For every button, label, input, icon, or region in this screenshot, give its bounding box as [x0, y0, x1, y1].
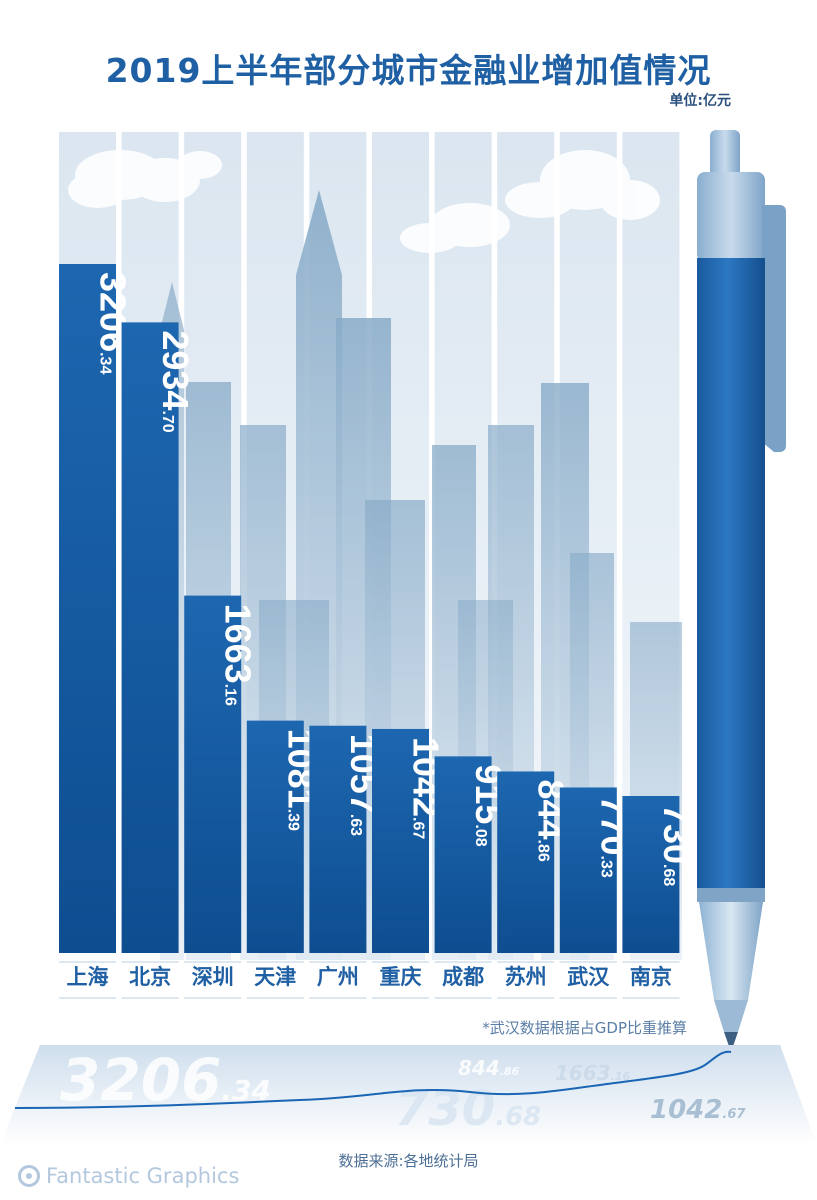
- separator-top: [309, 961, 367, 963]
- data-source: 数据来源:各地统计局: [338, 1152, 479, 1170]
- value-integer: 2934: [155, 330, 196, 410]
- x-tick-label: 北京: [129, 965, 171, 989]
- separator-bottom: [121, 997, 179, 999]
- value-decimal: .33: [597, 856, 614, 878]
- bar-value-label: 730.68: [656, 804, 697, 886]
- x-tick-label: 广州: [317, 965, 359, 989]
- footnote: *武汉数据根据占GDP比重推算: [482, 1019, 687, 1037]
- reflection-number: 1663.16: [555, 1061, 631, 1085]
- x-tick-label: 苏州: [505, 965, 547, 989]
- bar-0: [59, 264, 116, 953]
- separator-bottom: [309, 997, 367, 999]
- separator-top: [434, 961, 492, 963]
- chart-title: 2019上半年部分城市金融业增加值情况: [105, 51, 712, 90]
- value-decimal: .67: [410, 817, 427, 839]
- bar-9: [622, 795, 680, 953]
- separator-top: [372, 961, 429, 963]
- separator-bottom: [372, 997, 429, 999]
- value-decimal: .68: [660, 864, 677, 886]
- reflection-number: 1042.67: [650, 1095, 746, 1125]
- brand-logo-icon: [18, 1165, 40, 1187]
- value-decimal: .08: [472, 824, 489, 846]
- x-tick-label: 南京: [630, 965, 672, 989]
- separator-bottom: [559, 997, 617, 999]
- brand-watermark: Fantastic Graphics: [18, 1164, 239, 1188]
- value-decimal: .70: [159, 410, 176, 432]
- separator-bottom: [59, 997, 116, 999]
- bar-2: [184, 595, 242, 953]
- x-tick-label: 上海: [67, 965, 109, 989]
- separator-top: [497, 961, 555, 963]
- separator-top: [121, 961, 179, 963]
- bar-3: [246, 720, 304, 953]
- unit-label: 单位:亿元: [669, 93, 731, 109]
- bar-8: [559, 787, 617, 953]
- x-tick-label: 成都: [442, 965, 484, 989]
- separator-top: [559, 961, 617, 963]
- value-decimal: .63: [347, 814, 364, 836]
- bar-4: [309, 725, 367, 953]
- separator-bottom: [434, 997, 492, 999]
- x-tick-label: 天津: [254, 965, 296, 989]
- x-tick-label: 深圳: [192, 965, 234, 989]
- pen-illustration: [697, 130, 786, 1052]
- value-integer: 1663: [218, 604, 259, 684]
- x-tick-label: 武汉: [567, 965, 610, 989]
- bar-1: [121, 322, 179, 953]
- value-decimal: .16: [222, 684, 239, 706]
- separator-bottom: [622, 997, 680, 999]
- bar-6: [434, 756, 492, 953]
- bars: 3206.34 2934.701663.161081.391057.631042.…: [59, 264, 697, 953]
- bar-7: [497, 771, 555, 953]
- separator-top: [246, 961, 304, 963]
- bar-value-label: 1663.16: [218, 604, 259, 706]
- separator-bottom: [184, 997, 242, 999]
- value-decimal: .39: [284, 809, 301, 831]
- reflection-number: 844.86: [458, 1056, 520, 1080]
- value-integer: 730: [656, 804, 697, 864]
- bar-value-label: 2934.70: [155, 330, 196, 432]
- x-axis-labels: 上海 北京 深圳 天津 广州 重庆 成都 苏州 武汉 南京: [67, 965, 672, 989]
- separator-bottom: [246, 997, 304, 999]
- x-tick-label: 重庆: [380, 965, 422, 989]
- separator-top: [184, 961, 242, 963]
- separator-top: [59, 961, 116, 963]
- separator-bottom: [497, 997, 555, 999]
- bar-5: [372, 728, 429, 953]
- brand-text: Fantastic Graphics: [46, 1164, 240, 1188]
- separator-top: [622, 961, 680, 963]
- value-decimal: .34: [97, 352, 114, 374]
- category-separators: [59, 961, 680, 999]
- value-decimal: .86: [535, 840, 552, 862]
